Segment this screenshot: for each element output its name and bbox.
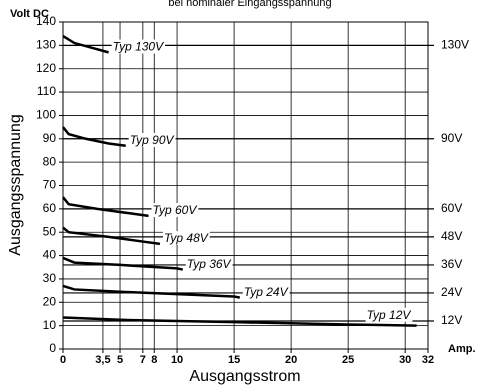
y2-tick-label: 130V [441,38,469,52]
y2-tick-label: 48V [441,229,462,243]
y-axis-label: Ausgangsspannung [7,114,24,255]
y-tick-label: 0 [49,341,56,355]
y-tick-label: 50 [43,224,57,238]
series-line [62,34,109,54]
x-tick-label: 25 [342,354,354,366]
y-tick-label: 120 [36,61,56,75]
x-axis-label: Ausgangsstrom [189,368,300,385]
y-tick-label: 60 [43,201,57,215]
series-line [62,256,184,271]
x-unit: Amp. [448,343,476,355]
y-tick-label: 100 [36,108,56,122]
y-tick-label: 130 [36,38,56,52]
y-tick-label: 140 [36,14,56,28]
label-background [111,39,166,54]
y-tick-label: 20 [43,294,57,308]
y-tick-label: 10 [43,318,57,332]
y2-tick-label: 36V [441,257,462,271]
y-tick-label: 90 [43,131,57,145]
y2-tick-label: 90V [441,131,462,145]
label-background [128,132,176,147]
x-tick-label: 8 [151,354,157,366]
y-tick-label: 80 [43,154,57,168]
y-tick-label: 110 [37,84,56,98]
x-tick-label: 30 [399,354,411,366]
y-tick-label: 30 [43,271,57,285]
x-tick-label: 15 [228,354,240,366]
x-tick-label: 0 [60,354,66,366]
chart-title: bei nominaler Eingangsspannung [168,0,331,9]
series-label: Typ 48V [164,231,209,245]
x-tick-label: 10 [171,354,183,366]
label-background [242,284,290,299]
x-tick-label: 3,5 [95,354,110,366]
series-label: Typ 12V [367,308,412,322]
y-tick-label: 70 [43,178,57,192]
y-tick-label: 40 [43,248,57,262]
y2-tick-label: 60V [441,201,462,215]
x-tick-label: 5 [117,354,123,366]
series-line [62,316,417,327]
plot-frame [62,21,429,350]
y-unit: Volt DC [10,8,49,20]
y2-tick-label: 24V [441,285,462,299]
series-label: Typ 90V [130,133,175,147]
x-tick-label: 32 [422,354,434,366]
series-label: Typ 60V [153,203,198,217]
label-background [185,256,233,271]
series-line [62,126,126,148]
x-tick-label: 20 [285,354,297,366]
series-line [62,284,241,299]
series-line [62,226,161,246]
x-tick-label: 7 [140,354,146,366]
series-label: Typ 24V [244,285,289,299]
series-label: Typ 36V [187,257,232,271]
label-background [365,307,413,322]
label-background [162,231,210,246]
y2-tick-label: 12V [441,313,462,327]
series-line [62,196,149,218]
series-label: Typ 130V [113,40,164,54]
label-background [151,203,199,218]
